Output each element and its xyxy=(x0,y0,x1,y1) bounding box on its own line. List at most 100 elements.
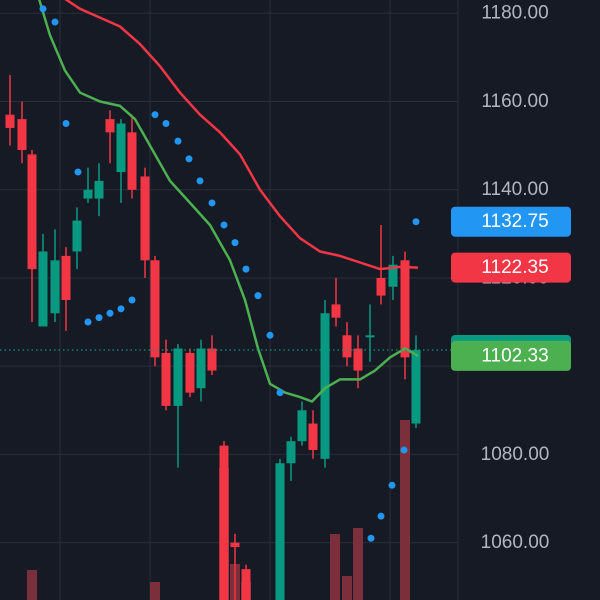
candle-body xyxy=(196,348,206,389)
candle-body xyxy=(241,569,251,600)
candle xyxy=(320,300,330,468)
candle xyxy=(61,247,71,331)
candle xyxy=(50,229,60,323)
price-tag: 1122.35 xyxy=(451,252,571,283)
candle xyxy=(308,410,318,459)
candle xyxy=(140,167,150,278)
y-tick-label: 1080.00 xyxy=(481,444,550,465)
candle-body xyxy=(50,260,60,314)
candle-body xyxy=(72,220,82,252)
sar-dot xyxy=(174,137,182,145)
sar-dot xyxy=(162,120,170,128)
candle-body xyxy=(5,114,15,128)
candle-body xyxy=(376,277,386,296)
candle xyxy=(230,533,240,600)
candle-body xyxy=(127,132,137,190)
sar-dot xyxy=(208,199,216,207)
candle-body xyxy=(140,176,150,261)
y-tick-label: 1180.00 xyxy=(481,3,548,24)
moving-average-green xyxy=(38,0,419,403)
candle-body xyxy=(17,119,27,150)
sar-dot xyxy=(95,314,103,322)
moving-average-red xyxy=(64,0,419,271)
y-tick-label: 1060.00 xyxy=(481,532,550,553)
candle-body xyxy=(331,304,341,318)
price-tag-label: 1132.75 xyxy=(481,211,548,232)
sar-dot xyxy=(276,389,284,397)
candle-body xyxy=(342,335,352,358)
candles xyxy=(5,75,421,600)
candle xyxy=(161,339,171,411)
candle-body xyxy=(173,348,183,406)
candle xyxy=(83,167,93,203)
candle xyxy=(94,163,104,217)
candle xyxy=(411,335,421,428)
candle-body xyxy=(400,260,410,358)
volume-bar xyxy=(330,534,340,600)
candle xyxy=(342,322,352,367)
candle xyxy=(331,277,341,327)
candle-body xyxy=(320,313,330,459)
sar-dot xyxy=(412,218,420,226)
parabolic-sar xyxy=(39,5,420,542)
sar-dot xyxy=(388,481,396,489)
y-tick-label: 1140.00 xyxy=(481,179,548,200)
sar-dot xyxy=(220,221,228,229)
candle xyxy=(127,114,137,199)
sar-dot xyxy=(266,331,274,339)
grid xyxy=(0,0,459,600)
candle-body xyxy=(94,180,104,199)
candle-body xyxy=(83,189,93,199)
candle xyxy=(241,564,251,600)
candle xyxy=(185,348,195,398)
candle-body xyxy=(61,255,71,300)
sar-dot xyxy=(51,18,59,26)
candle xyxy=(388,255,398,300)
volume-bar xyxy=(27,570,37,600)
y-tick-label: 1160.00 xyxy=(481,91,548,112)
candle xyxy=(150,255,160,367)
candle xyxy=(376,225,386,305)
candle xyxy=(400,251,410,380)
sar-dot xyxy=(254,292,262,300)
candle-body xyxy=(161,352,171,406)
candle-body xyxy=(207,348,217,371)
candle-body xyxy=(275,463,285,600)
candle-body xyxy=(105,119,115,133)
candle xyxy=(27,150,37,323)
candle xyxy=(196,339,206,402)
sar-dot xyxy=(74,168,82,176)
candle xyxy=(72,207,82,270)
sar-dot xyxy=(185,155,193,163)
volume-bar xyxy=(342,576,352,600)
sar-dot xyxy=(128,296,136,304)
sar-dot xyxy=(377,512,385,520)
candle-body xyxy=(353,348,363,371)
candle-body xyxy=(308,423,318,450)
candle-body xyxy=(27,154,37,270)
volume-bar xyxy=(400,420,410,600)
price-tag-background xyxy=(451,206,571,237)
price-axis[interactable]: 1060.001080.001120.001140.001160.001180.… xyxy=(481,3,550,553)
candle-body xyxy=(116,123,126,173)
volume-bar xyxy=(150,582,160,600)
candle-body xyxy=(38,251,48,327)
sar-dot xyxy=(151,111,159,119)
sar-dot xyxy=(196,177,204,185)
sar-dot xyxy=(231,239,239,247)
candle xyxy=(173,344,183,468)
sar-dot xyxy=(84,318,92,326)
candle xyxy=(17,101,27,164)
price-tag: 1132.75 xyxy=(451,206,571,237)
sar-dot xyxy=(117,305,125,313)
candle-body xyxy=(286,441,296,464)
candle xyxy=(38,233,48,327)
candle-body xyxy=(365,335,375,338)
candle-body xyxy=(297,410,307,442)
candle xyxy=(5,75,15,146)
candle xyxy=(365,304,375,362)
price-tag: 1102.33 xyxy=(451,340,571,371)
candle xyxy=(116,119,126,203)
